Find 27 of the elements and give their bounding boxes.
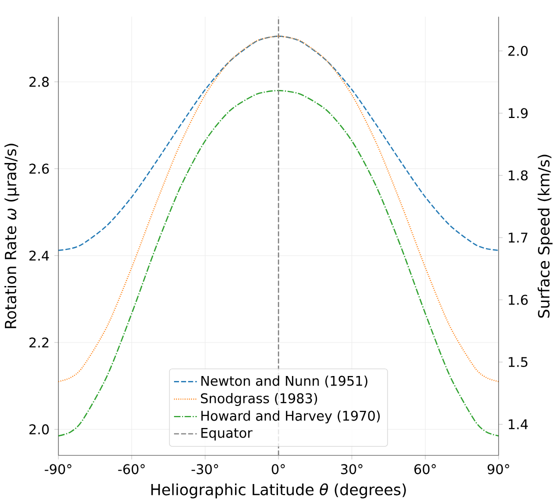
y2-tick-label: 2.0 bbox=[508, 46, 528, 56]
line-series bbox=[58, 36, 499, 252]
x-tick-label: 30° bbox=[341, 464, 362, 474]
x-tick-label: 60° bbox=[414, 464, 436, 474]
legend-label: Snodgrass (1983) bbox=[200, 393, 318, 406]
x-tick-label: -90° bbox=[44, 464, 72, 474]
y2-tick-label: 1.7 bbox=[508, 232, 528, 243]
y2-tick-label: 1.4 bbox=[508, 420, 528, 430]
x-axis-title: Heliographic Latitude θ (degrees) bbox=[151, 483, 406, 498]
y2-tick-label: 1.8 bbox=[508, 170, 528, 180]
y-axis-title: Rotation Rate ω (μrad/s) bbox=[4, 144, 20, 328]
x-tick-label: 0° bbox=[272, 464, 285, 474]
y-tick-label: 2.6 bbox=[29, 164, 49, 174]
x-tick-label: -30° bbox=[192, 464, 218, 474]
x-tick-label: -60° bbox=[118, 464, 145, 474]
y2-tick-label: 1.6 bbox=[508, 294, 528, 305]
x-tick-label: 90° bbox=[488, 464, 510, 474]
y-tick-label: 2.0 bbox=[29, 424, 49, 434]
ref-line-label: Equator bbox=[201, 428, 252, 441]
y-tick-label: 2.8 bbox=[29, 76, 49, 87]
y2-axis-title: Surface Speed (km/s) bbox=[538, 154, 553, 318]
y2-tick-label: 1.5 bbox=[508, 357, 528, 368]
legend-label: Howard and Harvey (1970) bbox=[201, 410, 380, 424]
y-tick-label: 2.2 bbox=[29, 338, 48, 348]
y-tick-label: 2.4 bbox=[29, 250, 49, 261]
y2-tick-label: 1.9 bbox=[508, 108, 528, 118]
legend-label: Newton and Nunn (1951) bbox=[201, 376, 368, 388]
